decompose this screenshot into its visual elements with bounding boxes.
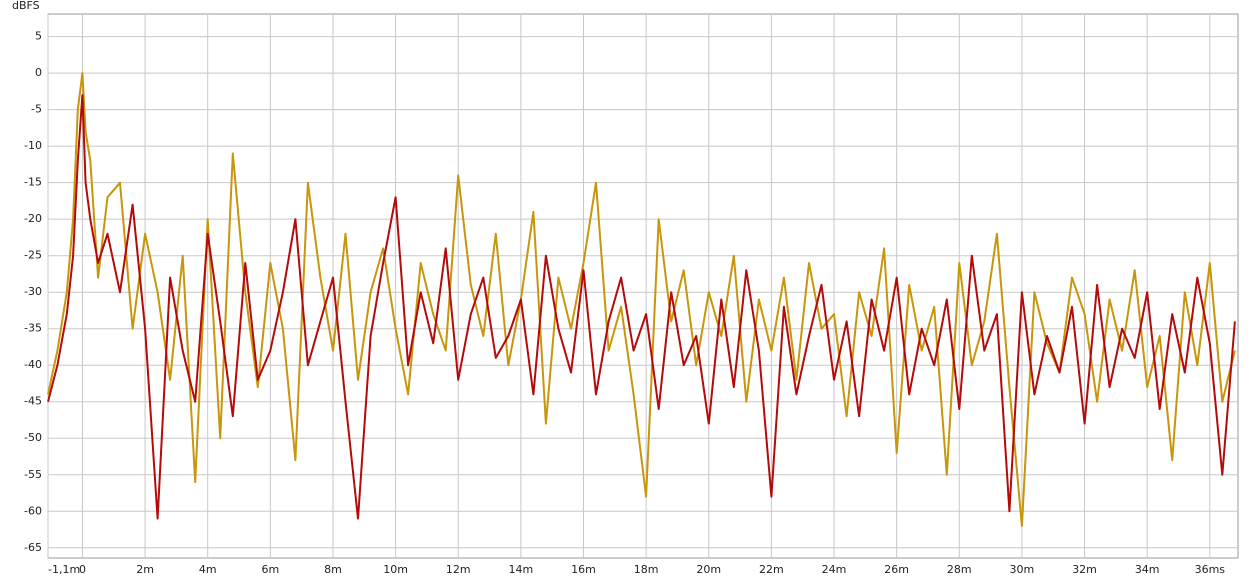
y-tick-label: 5 <box>35 30 42 43</box>
x-tick-label: 34m <box>1135 563 1160 576</box>
y-tick-label: -50 <box>24 431 42 444</box>
y-tick-label: -65 <box>24 541 42 554</box>
y-tick-label: -20 <box>24 212 42 225</box>
x-tick-label: 18m <box>634 563 659 576</box>
x-tick-label: 0 <box>79 563 86 576</box>
y-tick-label: -10 <box>24 139 42 152</box>
y-tick-label: -45 <box>24 395 42 408</box>
series-line <box>47 94 1236 520</box>
x-tick-label: 36ms <box>1195 563 1226 576</box>
y-tick-label: -40 <box>24 358 42 371</box>
y-tick-label: -15 <box>24 176 42 189</box>
x-tick-label: -1,1m <box>48 563 80 576</box>
x-tick-label: 32m <box>1072 563 1097 576</box>
y-tick-label: -55 <box>24 468 42 481</box>
y-axis-label: dBFS <box>12 0 40 12</box>
y-tick-label: -60 <box>24 504 42 517</box>
x-tick-label: 16m <box>571 563 596 576</box>
x-tick-label: 26m <box>884 563 909 576</box>
x-tick-label: 30m <box>1010 563 1035 576</box>
x-tick-label: 20m <box>696 563 721 576</box>
x-tick-label: 22m <box>759 563 784 576</box>
x-tick-label: 24m <box>822 563 847 576</box>
x-tick-label: 2m <box>136 563 154 576</box>
y-tick-label: -35 <box>24 322 42 335</box>
y-tick-label: -30 <box>24 285 42 298</box>
x-tick-label: 28m <box>947 563 972 576</box>
x-tick-label: 4m <box>199 563 217 576</box>
y-tick-label: -25 <box>24 249 42 262</box>
x-tick-label: 14m <box>509 563 534 576</box>
series-line <box>47 72 1236 527</box>
x-tick-label: 8m <box>324 563 342 576</box>
x-tick-label: 12m <box>446 563 471 576</box>
y-tick-label: -5 <box>31 103 42 116</box>
y-tick-label: 0 <box>35 66 42 79</box>
x-tick-label: 6m <box>261 563 279 576</box>
x-tick-label: 10m <box>383 563 408 576</box>
